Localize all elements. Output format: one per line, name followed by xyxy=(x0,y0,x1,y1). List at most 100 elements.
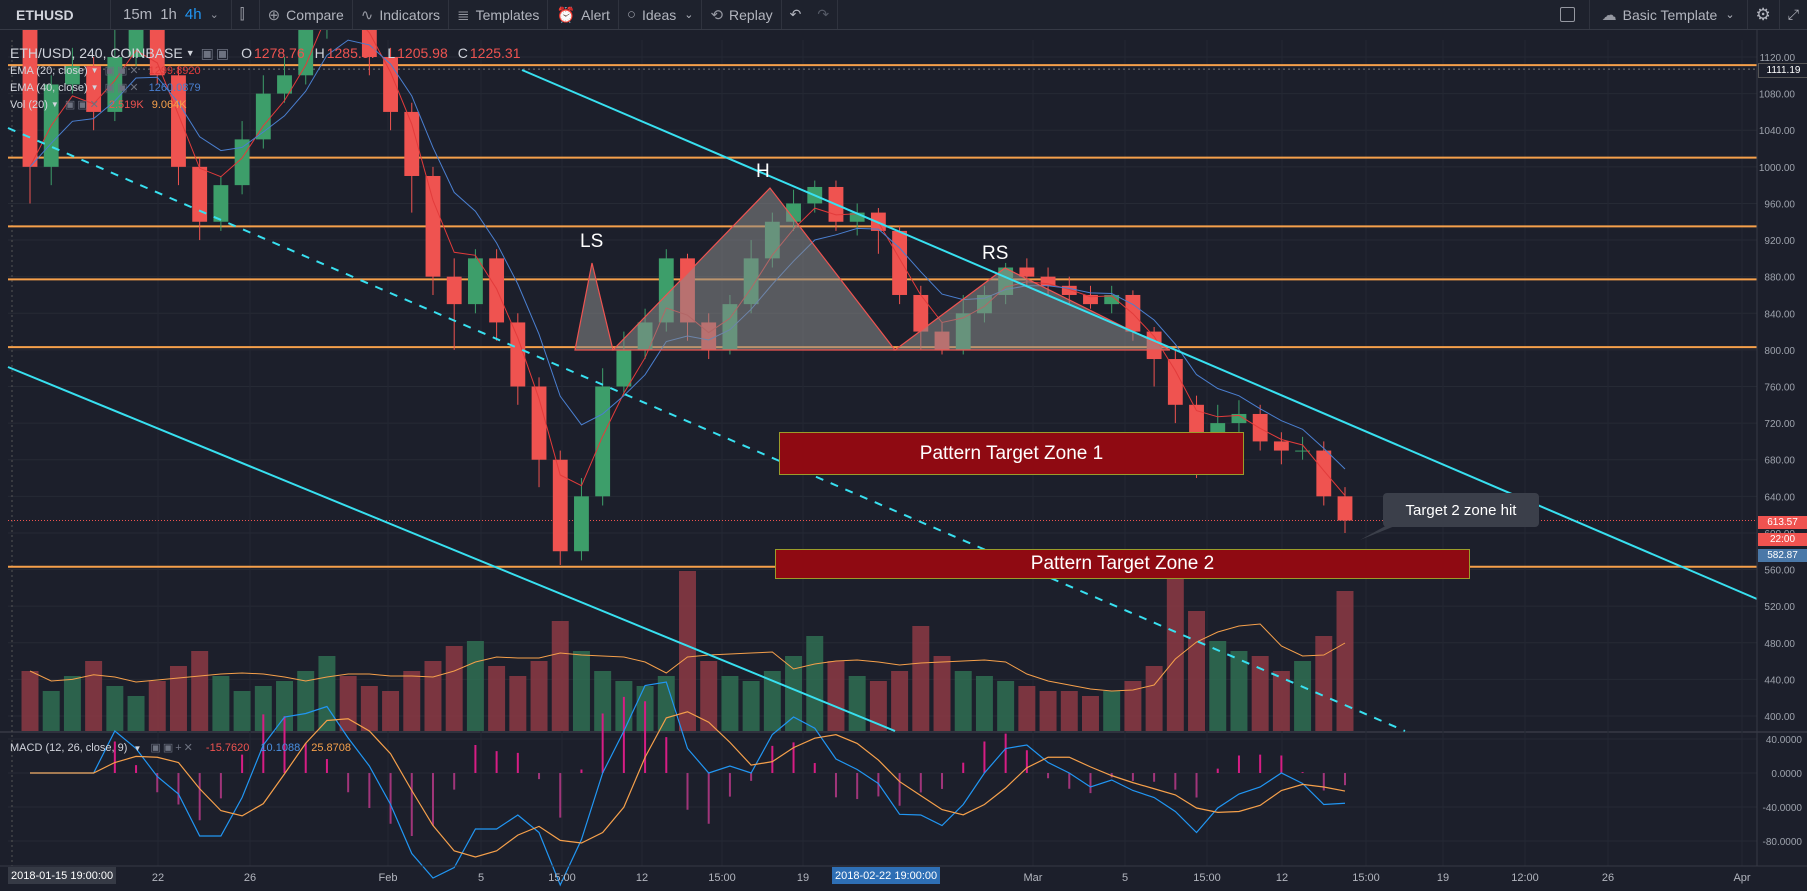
time-tick-label: Apr xyxy=(1733,872,1750,884)
macd-histogram-bar xyxy=(941,773,944,789)
candle-body xyxy=(22,30,38,167)
callout-note[interactable]: Target 2 zone hit xyxy=(1383,493,1539,527)
candle-body xyxy=(1231,413,1247,424)
macd-histogram-bar xyxy=(750,773,753,781)
channel-upper-line xyxy=(521,69,1758,600)
candle-body xyxy=(404,111,420,176)
chevron-down-icon[interactable]: ⌄ xyxy=(209,9,219,21)
volume-bar xyxy=(106,686,124,731)
volume-bar xyxy=(127,696,145,731)
candle-body xyxy=(1337,496,1353,521)
replay-button[interactable]: ⟲ Replay xyxy=(702,0,782,29)
target-zone-1[interactable]: Pattern Target Zone 1 xyxy=(779,432,1244,475)
time-tick-label: 15:00 xyxy=(1352,872,1380,884)
ideas-button[interactable]: ○ Ideas ⌄ xyxy=(619,0,703,29)
pattern-triangle xyxy=(574,262,614,351)
chevron-down-icon[interactable]: ▼ xyxy=(133,744,142,753)
interval-4h-button[interactable]: 4h xyxy=(184,6,202,23)
macd-histogram-bar xyxy=(622,696,625,773)
time-axis: 22 26 Feb 5 15:00 12 15:00 19 Mar 5 15:00 12 15:00 19… xyxy=(0,865,1807,884)
chevron-down-icon[interactable]: ▼ xyxy=(90,66,99,75)
redo-button[interactable]: ↷ xyxy=(809,0,839,29)
macd-histogram-bar xyxy=(1068,773,1071,789)
volume-bar xyxy=(403,671,421,731)
right-shoulder-label[interactable]: RS xyxy=(982,243,1009,264)
undo-button[interactable]: ↶ xyxy=(782,0,810,29)
macd-histogram-bar xyxy=(898,773,901,806)
volume-bar xyxy=(297,671,315,731)
price-tick-label: 1040.00 xyxy=(1759,126,1796,137)
volume-bar xyxy=(869,681,887,731)
volume-bar xyxy=(1294,661,1312,731)
volume-bar xyxy=(679,571,696,731)
candle-body xyxy=(1104,294,1120,305)
symbol-title[interactable]: ETH/USD, 240, COINBASE xyxy=(10,45,183,61)
macd-histogram-bar xyxy=(877,773,880,797)
macd-histogram-bar xyxy=(474,745,477,773)
volume-bar xyxy=(233,691,251,731)
volume-bar xyxy=(763,671,781,731)
fullscreen-layout-button[interactable] xyxy=(1544,0,1590,29)
macd-histogram-bar xyxy=(1195,773,1198,798)
time-tick-label: 12:00 xyxy=(1511,872,1539,884)
ema20-label[interactable]: EMA (20, close) xyxy=(10,64,88,77)
indicators-button[interactable]: ∿ Indicators xyxy=(353,0,450,29)
legend-buttons[interactable]: ▣▣+✕ xyxy=(150,742,195,754)
volume-bar xyxy=(551,621,569,731)
ema40-label[interactable]: EMA (40, close) xyxy=(10,81,88,94)
price-tick-label: 960.00 xyxy=(1764,199,1795,210)
ideas-label: Ideas xyxy=(641,6,677,23)
left-shoulder-label[interactable]: LS xyxy=(580,231,604,252)
chevron-down-icon[interactable]: ▼ xyxy=(90,83,99,92)
macd-histogram-bar xyxy=(1344,773,1346,786)
macd-histogram-bar xyxy=(1237,755,1240,773)
interval-group: 15m 1h 4h ⌄ xyxy=(111,0,232,29)
cloud-icon: ☁ xyxy=(1601,6,1617,24)
volume-bar xyxy=(572,651,590,731)
candle-body xyxy=(892,230,908,295)
alert-button[interactable]: ⏰ Alert xyxy=(548,0,619,29)
candle-body xyxy=(849,212,865,222)
compare-button[interactable]: ⊕ Compare xyxy=(260,0,353,29)
macd-histogram-bar xyxy=(792,742,795,773)
price-tag-countdown: 22:00 xyxy=(1758,533,1807,546)
top-toolbar: ETHUSD 15m 1h 4h ⌄ ⫿ ⊕ Compare ∿ Indicat… xyxy=(0,0,1807,30)
head-label[interactable]: H xyxy=(756,161,770,182)
chevron-down-icon[interactable]: ▼ xyxy=(185,48,195,58)
ohlc-close: C 1225.31 xyxy=(457,45,521,61)
macd-histogram-bar xyxy=(135,765,138,773)
volume-bar xyxy=(1209,641,1227,731)
macd-value-2: 10.1088 xyxy=(260,742,301,754)
volume-bar xyxy=(933,656,951,731)
target-zone-2[interactable]: Pattern Target Zone 2 xyxy=(775,549,1470,579)
volume-ma-line xyxy=(29,623,1346,692)
settings-button[interactable]: ⚙ xyxy=(1748,0,1780,29)
legend-buttons[interactable]: ▣▣✕ xyxy=(104,65,141,77)
macd-histogram-bar xyxy=(177,773,180,805)
candle-body xyxy=(107,57,123,112)
legend-buttons[interactable]: ▣▣✕ xyxy=(104,82,141,94)
indicators-label: Indicators xyxy=(379,6,441,23)
candle-body xyxy=(913,294,929,332)
interval-15m-button[interactable]: 15m xyxy=(123,6,153,23)
templates-button[interactable]: ≣ Templates xyxy=(449,0,549,29)
volume-label[interactable]: Vol (20) xyxy=(10,98,48,111)
macd-histogram-bar xyxy=(389,773,392,824)
volume-bar xyxy=(721,676,739,731)
legend-buttons[interactable]: ▣▣ xyxy=(200,44,232,61)
symbol-search-button[interactable]: ETHUSD xyxy=(0,0,111,29)
macd-label[interactable]: MACD (12, 26, close, 9) xyxy=(10,742,128,754)
candle-body xyxy=(1019,267,1035,277)
interval-1h-button[interactable]: 1h xyxy=(160,6,177,23)
indicators-icon: ∿ xyxy=(360,6,374,24)
chevron-down-icon[interactable]: ▼ xyxy=(50,100,59,109)
volume-bar xyxy=(912,626,930,731)
candle-body xyxy=(1295,450,1311,452)
price-tick-label: 840.00 xyxy=(1764,309,1795,320)
price-chart[interactable]: 1120.00 1080.00 1040.00 1000.00 960.00 920.00… xyxy=(0,30,1807,891)
volume-bar xyxy=(191,651,209,731)
template-select[interactable]: ☁ Basic Template ⌄ xyxy=(1590,0,1748,29)
fullscreen-button[interactable]: ⤢ xyxy=(1780,0,1807,29)
chart-style-button[interactable]: ⫿ xyxy=(232,0,260,29)
legend-buttons[interactable]: ▣▣✕ xyxy=(64,99,101,111)
